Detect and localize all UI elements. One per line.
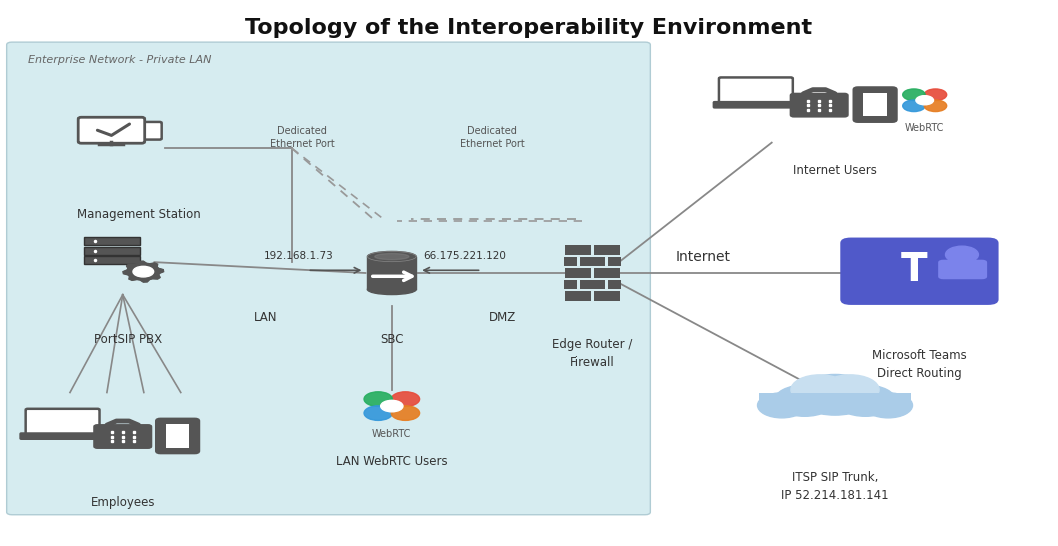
FancyBboxPatch shape (565, 291, 591, 301)
FancyBboxPatch shape (157, 419, 199, 453)
Circle shape (774, 385, 835, 416)
FancyBboxPatch shape (594, 268, 620, 278)
FancyBboxPatch shape (367, 257, 416, 289)
FancyBboxPatch shape (580, 257, 605, 266)
Text: 66.175.221.120: 66.175.221.120 (423, 251, 507, 261)
FancyBboxPatch shape (594, 291, 620, 301)
Text: Microsoft Teams
Direct Routing: Microsoft Teams Direct Routing (872, 349, 967, 380)
Text: PortSIP PBX: PortSIP PBX (94, 333, 162, 346)
Circle shape (946, 246, 979, 263)
Ellipse shape (367, 284, 416, 294)
Text: DMZ: DMZ (489, 311, 516, 324)
FancyBboxPatch shape (78, 117, 145, 143)
FancyBboxPatch shape (565, 245, 591, 255)
FancyBboxPatch shape (6, 42, 651, 515)
Circle shape (925, 100, 947, 111)
Text: SBC: SBC (380, 333, 403, 346)
Text: 192.168.1.73: 192.168.1.73 (264, 251, 333, 261)
FancyBboxPatch shape (85, 256, 140, 264)
Text: Dedicated
Ethernet Port: Dedicated Ethernet Port (270, 126, 334, 149)
Text: Edge Router /
Firewall: Edge Router / Firewall (552, 338, 633, 369)
FancyBboxPatch shape (85, 237, 140, 245)
Circle shape (902, 89, 925, 100)
Text: Internet Users: Internet Users (794, 164, 877, 177)
FancyBboxPatch shape (608, 280, 621, 289)
Text: Management Station: Management Station (76, 208, 200, 221)
Text: WebRTC: WebRTC (905, 123, 945, 133)
Text: T: T (900, 251, 927, 289)
FancyBboxPatch shape (564, 280, 577, 289)
FancyBboxPatch shape (854, 87, 896, 122)
FancyBboxPatch shape (565, 268, 591, 278)
Text: LAN: LAN (254, 311, 277, 324)
Circle shape (391, 406, 420, 420)
FancyBboxPatch shape (863, 93, 887, 116)
FancyBboxPatch shape (117, 122, 162, 140)
FancyBboxPatch shape (85, 247, 140, 254)
Polygon shape (123, 261, 164, 282)
Circle shape (791, 375, 849, 405)
FancyBboxPatch shape (938, 260, 987, 279)
FancyBboxPatch shape (759, 393, 911, 407)
Text: Internet: Internet (676, 250, 731, 264)
Text: Enterprise Network - Private LAN: Enterprise Network - Private LAN (28, 55, 212, 64)
Text: Dedicated
Ethernet Port: Dedicated Ethernet Port (459, 126, 525, 149)
FancyBboxPatch shape (20, 434, 105, 439)
FancyBboxPatch shape (719, 78, 792, 104)
Ellipse shape (367, 252, 416, 262)
FancyBboxPatch shape (580, 280, 605, 289)
Circle shape (133, 266, 153, 277)
Circle shape (902, 100, 925, 111)
Circle shape (364, 392, 393, 406)
FancyBboxPatch shape (790, 94, 847, 116)
Circle shape (835, 385, 896, 416)
Circle shape (381, 400, 403, 412)
Circle shape (758, 393, 806, 418)
Circle shape (864, 393, 912, 418)
FancyBboxPatch shape (564, 257, 577, 266)
FancyBboxPatch shape (714, 102, 798, 108)
FancyBboxPatch shape (166, 424, 189, 448)
Text: Employees: Employees (91, 496, 154, 509)
Circle shape (918, 96, 931, 103)
Circle shape (796, 375, 875, 415)
Circle shape (821, 375, 879, 405)
Text: LAN WebRTC Users: LAN WebRTC Users (336, 455, 448, 468)
Circle shape (391, 392, 420, 406)
FancyBboxPatch shape (594, 245, 620, 255)
Circle shape (364, 406, 393, 420)
FancyBboxPatch shape (608, 257, 621, 266)
Text: Topology of the Interoperability Environment: Topology of the Interoperability Environ… (245, 17, 813, 38)
Circle shape (925, 89, 947, 100)
Circle shape (384, 401, 400, 409)
Text: ITSP SIP Trunk,
IP 52.214.181.141: ITSP SIP Trunk, IP 52.214.181.141 (781, 471, 889, 502)
FancyBboxPatch shape (840, 238, 999, 305)
Circle shape (916, 96, 933, 105)
FancyBboxPatch shape (94, 425, 151, 448)
Text: WebRTC: WebRTC (372, 430, 412, 440)
FancyBboxPatch shape (25, 409, 99, 435)
Ellipse shape (375, 253, 408, 260)
